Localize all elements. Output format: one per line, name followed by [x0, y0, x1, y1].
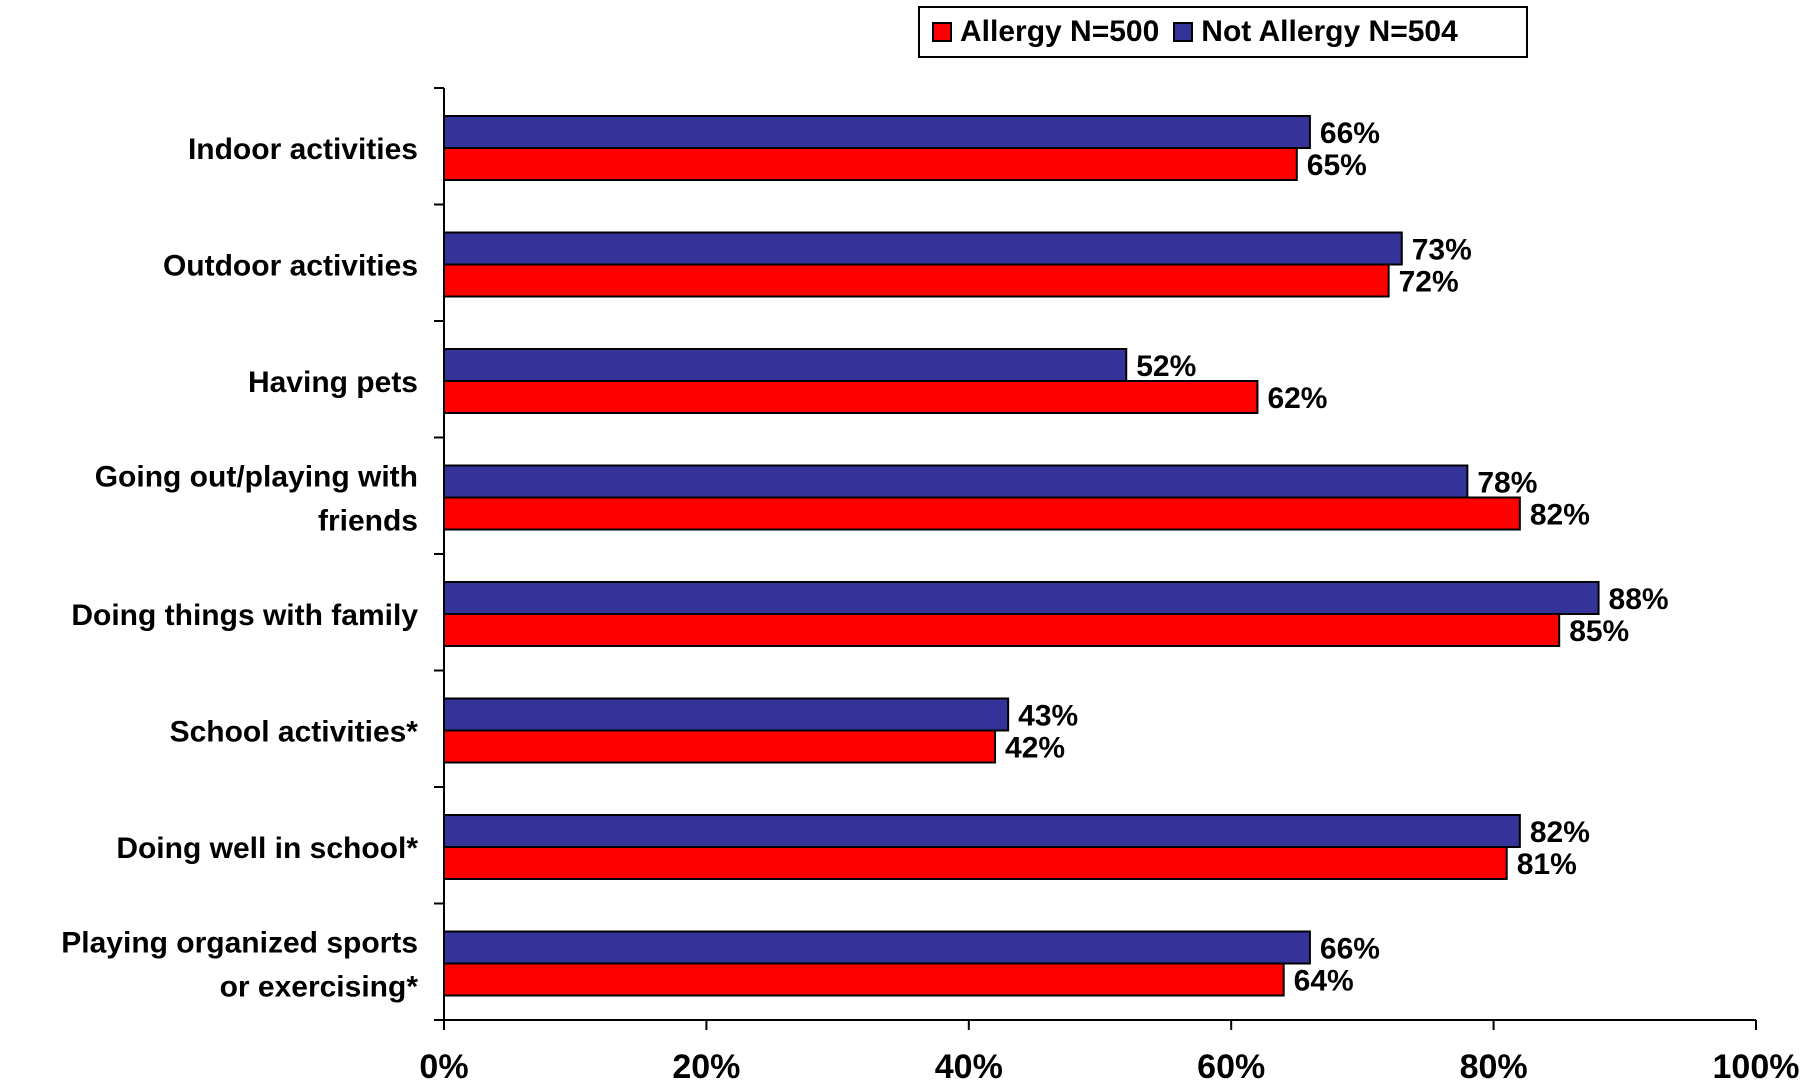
bar-allergy-5	[443, 729, 997, 764]
x-tick-label-1: 20%	[672, 1048, 740, 1086]
bar-allergy-2	[443, 380, 1259, 414]
bar-not-allergy-2	[443, 348, 1128, 382]
category-label-5: School activities*	[170, 716, 419, 749]
bar-not-allergy-6	[443, 814, 1521, 848]
legend-label-allergy: Allergy N=500	[960, 15, 1160, 48]
bar-not-allergy-5	[443, 697, 1010, 732]
bar-not-allergy-0	[443, 115, 1311, 149]
value-label-not-allergy-6: 82%	[1530, 816, 1590, 849]
x-tick-label-4: 80%	[1460, 1048, 1528, 1086]
value-label-not-allergy-0: 66%	[1320, 117, 1380, 150]
legend-item-not-allergy: Not Allergy N=504	[1173, 15, 1458, 49]
x-tick-label-3: 60%	[1197, 1048, 1265, 1086]
legend-item-allergy: Allergy N=500	[932, 15, 1159, 49]
x-tick-label-5: 100%	[1713, 1048, 1800, 1086]
category-label-4: Doing things with family	[71, 599, 418, 632]
category-label-1: Outdoor activities	[163, 250, 418, 283]
value-label-not-allergy-3: 78%	[1477, 467, 1537, 500]
bar-not-allergy-3	[443, 464, 1469, 499]
category-label-7-line0: Playing organized sports	[61, 927, 418, 960]
value-label-allergy-7: 64%	[1294, 965, 1354, 998]
bar-allergy-0	[443, 147, 1298, 181]
value-label-allergy-1: 72%	[1399, 266, 1459, 299]
x-tick-label-2: 40%	[935, 1048, 1003, 1086]
value-label-not-allergy-2: 52%	[1136, 350, 1196, 383]
value-label-allergy-0: 65%	[1307, 149, 1367, 182]
x-tick-label-0: 0%	[419, 1048, 468, 1086]
value-label-not-allergy-1: 73%	[1412, 234, 1472, 267]
category-label-6: Doing well in school*	[116, 832, 418, 865]
legend-swatch-allergy	[932, 22, 952, 42]
value-label-allergy-3: 82%	[1530, 499, 1590, 532]
value-label-allergy-5: 42%	[1005, 732, 1065, 765]
value-label-not-allergy-7: 66%	[1320, 933, 1380, 966]
bar-allergy-4	[443, 613, 1561, 647]
bar-not-allergy-1	[443, 231, 1403, 266]
category-label-7-line1: or exercising*	[220, 971, 419, 1004]
bar-not-allergy-7	[443, 930, 1311, 965]
value-label-allergy-2: 62%	[1267, 382, 1327, 415]
category-label-3-line1: friends	[318, 505, 418, 538]
legend: Allergy N=500 Not Allergy N=504	[918, 6, 1528, 58]
bar-not-allergy-4	[443, 581, 1600, 615]
category-label-2: Having pets	[248, 366, 418, 399]
legend-swatch-not-allergy	[1173, 22, 1194, 42]
legend-label-not-allergy: Not Allergy N=504	[1201, 15, 1458, 48]
bar-allergy-1	[443, 263, 1390, 298]
category-label-0: Indoor activities	[188, 133, 418, 166]
bar-allergy-7	[443, 962, 1285, 997]
value-label-allergy-6: 81%	[1517, 848, 1577, 881]
bar-allergy-3	[443, 496, 1521, 531]
category-label-3-line0: Going out/playing with	[95, 461, 418, 494]
bar-allergy-6	[443, 846, 1508, 880]
value-label-not-allergy-5: 43%	[1018, 700, 1078, 733]
value-label-allergy-4: 85%	[1569, 615, 1629, 648]
value-label-not-allergy-4: 88%	[1609, 583, 1669, 616]
